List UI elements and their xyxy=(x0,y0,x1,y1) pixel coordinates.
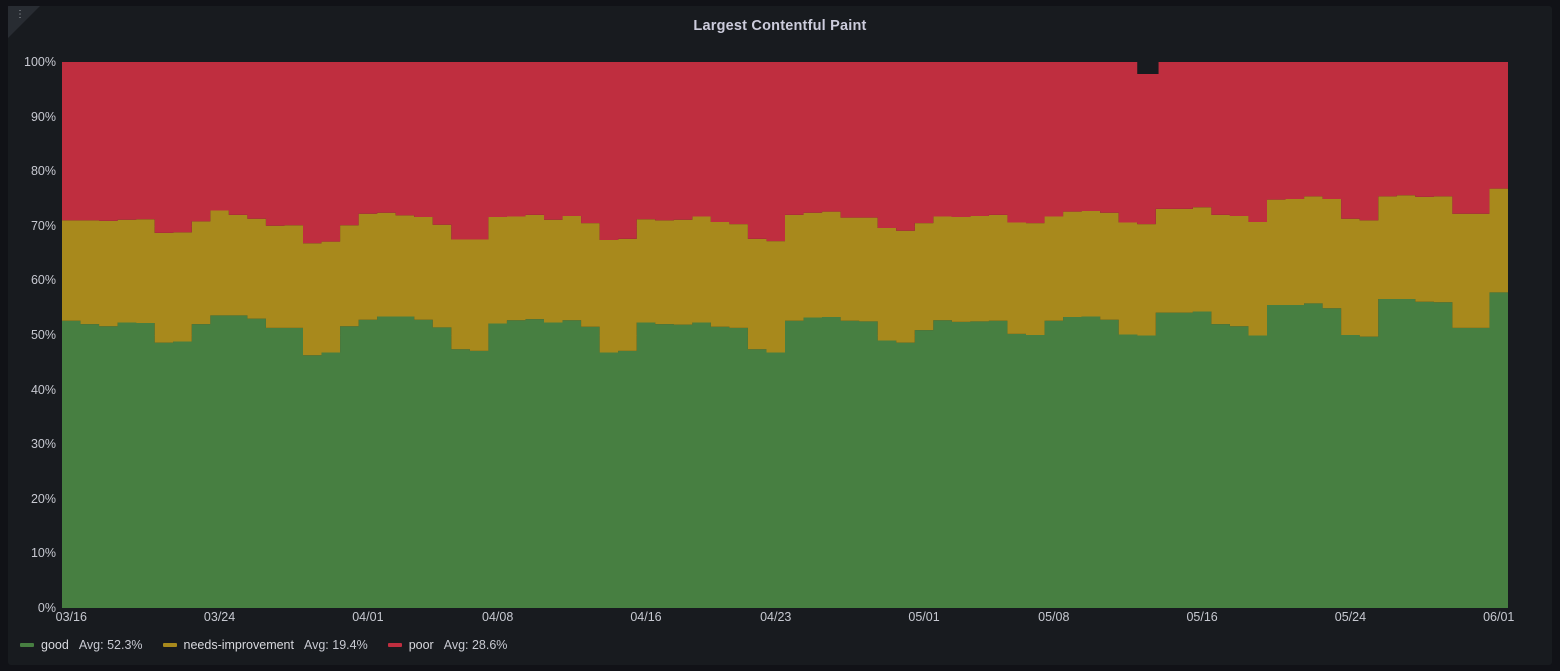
x-axis-tick: 04/23 xyxy=(760,610,792,624)
panel-menu-glyph: ⋮ xyxy=(15,9,25,20)
legend-label: poor xyxy=(408,638,434,652)
legend-label: needs-improvement xyxy=(183,638,294,652)
y-axis-tick: 100% xyxy=(24,55,56,69)
chart-panel: ⋮ Largest Contentful Paint 0% 10% 20% 30% 40… xyxy=(8,6,1552,665)
x-axis-tick: 05/01 xyxy=(908,610,940,624)
plot-area[interactable] xyxy=(62,62,1508,608)
y-axis-tick: 30% xyxy=(30,437,56,452)
panel-menu-icon[interactable]: ⋮ xyxy=(8,6,42,40)
x-axis-tick: 06/01 xyxy=(1483,610,1515,624)
legend-label: good xyxy=(41,638,69,652)
x-axis-tick: 03/24 xyxy=(203,610,236,624)
legend-stat: Avg: 19.4% xyxy=(303,638,368,652)
legend: good Avg: 52.3% needs-improvement Avg: 19.4… xyxy=(20,634,521,656)
y-axis-tick: 40% xyxy=(30,382,56,397)
y-axis-tick: 80% xyxy=(30,164,56,179)
legend-item-poor[interactable]: poor Avg: 28.6% xyxy=(387,638,508,652)
y-axis-tick: 20% xyxy=(30,491,56,506)
x-axis-tick: 05/16 xyxy=(1186,610,1218,624)
series-area-needs-improvement xyxy=(62,188,1508,356)
x-axis-tick: 03/16 xyxy=(55,610,87,624)
panel-corner-triangle xyxy=(8,6,40,38)
x-axis-tick: 04/16 xyxy=(630,610,662,624)
data-gap-notch xyxy=(1137,62,1159,74)
legend-stat: Avg: 52.3% xyxy=(78,638,143,652)
x-axis-tick: 04/08 xyxy=(482,610,514,624)
legend-item-good[interactable]: good Avg: 52.3% xyxy=(20,638,143,652)
x-axis: 03/16 03/24 04/01 04/08 04/16 04/23 05/01 05/08… xyxy=(56,608,1515,630)
x-axis-tick: 05/24 xyxy=(1334,610,1367,624)
y-axis-tick: 0% xyxy=(37,601,56,615)
series-area-poor xyxy=(62,62,1508,244)
plot-wrapper: 0% 10% 20% 30% 40% 50% 60% 70% 80% 90% 100% 03/16 0… xyxy=(8,52,1552,627)
series-swatch-icon xyxy=(162,643,177,647)
series-layer xyxy=(62,62,1508,608)
x-axis-tick: 05/08 xyxy=(1038,610,1070,624)
page-title: Largest Contentful Paint xyxy=(693,18,867,34)
y-axis-tick: 90% xyxy=(30,109,56,124)
y-axis-tick: 70% xyxy=(30,218,56,233)
legend-stat: Avg: 28.6% xyxy=(443,638,508,652)
series-area-good xyxy=(62,292,1508,608)
y-axis-tick: 50% xyxy=(30,328,56,342)
y-axis-tick: 10% xyxy=(30,546,56,561)
x-axis-tick: 04/01 xyxy=(352,610,384,624)
series-swatch-icon xyxy=(387,643,402,647)
series-swatch-icon xyxy=(20,643,34,647)
y-axis-tick: 60% xyxy=(30,273,56,288)
y-axis: 0% 10% 20% 30% 40% 50% 60% 70% 80% 90% 100% xyxy=(8,55,62,615)
legend-item-needs-improvement[interactable]: needs-improvement Avg: 19.4% xyxy=(162,638,368,652)
